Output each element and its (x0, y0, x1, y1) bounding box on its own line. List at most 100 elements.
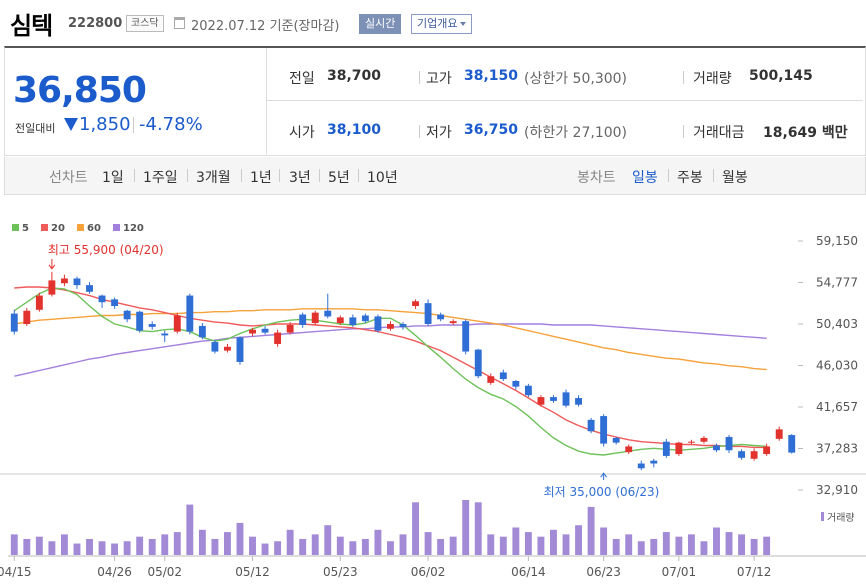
candle-body (311, 312, 319, 324)
x-tick-label: 05/12 (235, 565, 270, 579)
divider (713, 169, 714, 182)
max-annotation: 최고 55,900 (04/20) (48, 243, 164, 257)
volume-bar (286, 529, 294, 555)
y-tick-label: 54,777 (816, 275, 858, 289)
chart-period-tabs: 선차트 1일 1주일 3개월 1년 3년 5년 10년 봉차트 일봉 주봉 월봉 (4, 157, 866, 195)
legend-label: 60 (87, 223, 101, 234)
volume-bar (60, 534, 68, 555)
volume-bar (687, 534, 695, 555)
low-label: 저가 (426, 125, 452, 141)
divider (279, 169, 280, 182)
volume-bar (387, 541, 394, 555)
candle-body (161, 333, 169, 336)
stock-chart: 5 20 60 120 59,150 54,777 50,403 46,030 41,657 37… (0, 210, 866, 584)
candle-body (750, 451, 758, 459)
realtime-button[interactable]: 실시간 (359, 14, 402, 34)
x-tick-label: 05/02 (147, 565, 182, 579)
volume-bar (662, 532, 670, 555)
volume-bar (361, 538, 369, 555)
candle-body (211, 342, 219, 352)
volume-legend-swatch (821, 512, 824, 521)
candle-body (374, 316, 382, 331)
company-overview-label: 기업개요 (417, 17, 458, 30)
candle-body (462, 321, 470, 352)
ma120-line (14, 323, 767, 377)
candle-body (123, 310, 131, 320)
volume-bar (274, 541, 282, 555)
candle-body (512, 380, 520, 387)
stock-header: 심텍 222800 코스닥 2022.07.12 기준(장마감) 실시간 기업개… (0, 0, 866, 46)
volume-bar (73, 543, 81, 555)
volume-bar (336, 536, 344, 555)
volume-bar (437, 538, 445, 555)
volume-bar (637, 541, 645, 555)
volume-bar (499, 536, 507, 555)
candle-body (299, 314, 307, 325)
legend-label: 5 (22, 223, 29, 234)
legend-swatch (41, 224, 48, 231)
down-arrow-icon (64, 118, 78, 131)
divider (668, 169, 669, 182)
candle-body (249, 329, 256, 334)
candle-body (625, 446, 633, 453)
volume-bar (512, 527, 520, 555)
candle-body (600, 416, 608, 444)
tab-10y[interactable]: 10년 (367, 170, 398, 186)
volume-bar (650, 538, 658, 555)
min-arrow-head (600, 472, 608, 478)
candle-body (274, 332, 282, 344)
x-tick-label: 06/23 (586, 565, 621, 579)
candle-body (236, 337, 244, 362)
candle-body (424, 303, 432, 325)
candle-body (324, 310, 332, 317)
volume-bar (600, 527, 608, 555)
market-badge: 코스닥 (126, 15, 164, 32)
volume-bar (249, 536, 256, 555)
calendar-icon (174, 17, 185, 29)
volume-bar (612, 538, 620, 555)
tab-5y[interactable]: 5년 (328, 170, 350, 186)
volume-bar (161, 534, 169, 555)
high-value: 38,150 (464, 68, 519, 84)
volume-bar (713, 527, 720, 555)
divider (267, 100, 863, 101)
candle-body (713, 445, 720, 451)
company-overview-button[interactable]: 기업개요 (411, 14, 473, 34)
candle-body (223, 346, 231, 351)
candle-body (111, 299, 119, 307)
candle-body (361, 315, 369, 322)
tab-daily[interactable]: 일봉 (632, 170, 658, 186)
tab-3y[interactable]: 3년 (289, 170, 311, 186)
change-percent: -4.78% (139, 114, 203, 135)
lower-limit: (하한가 27,100) (524, 125, 628, 141)
tab-1w[interactable]: 1주일 (143, 170, 178, 186)
volume-bar (537, 536, 545, 555)
legend-swatch (12, 224, 19, 231)
tab-monthly[interactable]: 월봉 (722, 170, 748, 186)
max-arrow-head (48, 264, 56, 270)
candle-body (537, 397, 545, 405)
tab-1y[interactable]: 1년 (250, 170, 272, 186)
y-tick-label: 50,403 (816, 317, 858, 331)
x-tick-label: 04/26 (97, 565, 132, 579)
volume-bar (575, 525, 583, 555)
low-value: 36,750 (464, 122, 519, 138)
candle-body (700, 437, 708, 442)
volume-bar (186, 504, 194, 555)
tab-3m[interactable]: 3개월 (196, 170, 231, 186)
tab-weekly[interactable]: 주봉 (677, 170, 703, 186)
volume-bar (198, 529, 206, 555)
candle-body (98, 295, 106, 303)
candle-body (474, 349, 482, 377)
candle-body (725, 436, 733, 451)
prev-close-label: 전일 (289, 71, 315, 87)
volume-bar (725, 532, 733, 555)
candle-body (60, 278, 68, 284)
volume-bar (23, 538, 31, 555)
y-tick-label: 41,657 (816, 400, 858, 414)
candle-body (35, 295, 43, 310)
volume-bar (412, 502, 419, 555)
tab-1d[interactable]: 1일 (102, 170, 124, 186)
amount-label: 거래대금 (693, 125, 745, 141)
candle-body (148, 324, 156, 327)
